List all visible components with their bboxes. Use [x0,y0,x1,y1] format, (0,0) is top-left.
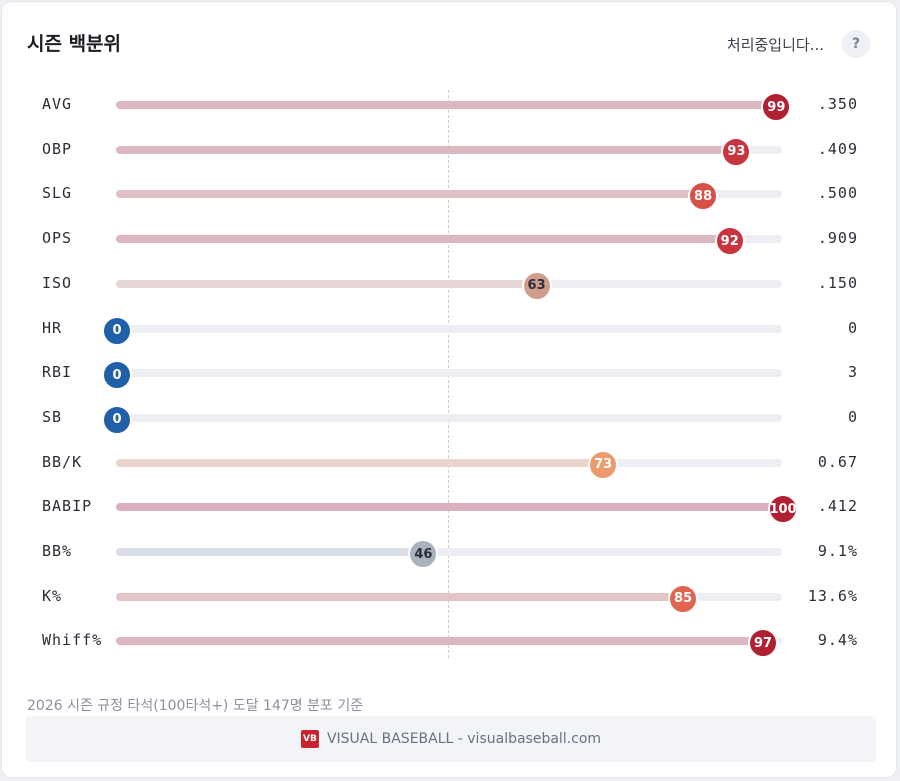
card-title: 시즌 백분위 [27,33,122,55]
percentile-fill [116,503,782,512]
stat-label: AVG [42,95,73,113]
percentile-badge[interactable]: 63 [521,270,552,301]
stat-value: .350 [817,95,858,113]
percentile-badge[interactable]: 0 [102,404,132,435]
percentile-fill [116,145,736,154]
stat-label: K% [42,586,63,605]
percentile-track: 93 [116,136,782,167]
stat-label: SLG [42,184,73,203]
stat-row: SB 0 0 [2,402,898,435]
stat-label: BABIP [42,497,93,516]
stat-value: 9.4% [817,631,858,650]
stat-value: .909 [817,229,858,248]
percentile-badge[interactable]: 93 [721,136,752,167]
percentile-fill [116,279,536,288]
percentile-track: 100 [116,494,798,525]
stat-row: BABIP 100 .412 [2,491,898,525]
percentile-badge[interactable]: 100 [768,494,798,525]
stat-row: BB/K 73 0.67 [2,447,898,480]
stat-row: ISO 63 .150 [2,268,898,301]
stat-value: 3 [847,363,858,382]
percentile-fill [116,458,603,467]
percentile-fill [116,190,703,199]
stat-label: HR [42,318,63,337]
percentile-fill [116,101,776,109]
percentile-track: 0 [102,315,782,346]
percentile-track: 46 [116,539,782,569]
stat-value: .500 [817,184,858,203]
stat-row: BB% 46 9.1% [2,536,898,569]
percentile-badge[interactable]: 85 [668,583,699,614]
percentile-fill [116,235,729,244]
footnote: 2026 시즌 규정 타석(100타석+) 도달 147명 분포 기준 [27,698,364,714]
help-button[interactable]: ? [842,30,870,58]
stat-value: 9.1% [817,542,858,560]
brand-bar[interactable]: VB VISUAL BASEBALL - visualbaseball.com [26,716,876,762]
percentile-track: 0 [102,404,782,435]
stat-value: 0 [847,407,858,426]
percentile-track: 92 [116,226,782,257]
stat-value: 0.67 [817,452,858,471]
stat-label: OPS [42,229,73,248]
brand-text: VISUAL BASEBALL - visualbaseball.com [326,731,602,747]
percentile-badge[interactable]: 73 [588,449,619,480]
stat-row: Whiff% 97 9.4% [2,625,898,659]
percentile-fill [116,548,423,556]
stat-value: 0 [847,318,858,337]
percentile-badge[interactable]: 0 [102,360,132,391]
stat-row: SLG 88 .500 [2,178,898,212]
processing-status: 처리중입니다... [726,36,824,54]
stat-row: HR 0 0 [2,313,898,346]
stat-value: .409 [817,139,858,158]
stat-value: .412 [817,497,858,516]
percentile-fill [116,637,763,646]
stat-row: OBP 93 .409 [2,134,898,167]
percentile-track: 88 [116,181,782,212]
percentile-track: 97 [116,628,782,659]
percentile-badge[interactable]: 0 [102,315,132,346]
stat-label: SB [42,407,63,426]
stat-row: K% 85 13.6% [2,581,898,614]
percentile-track: 85 [116,583,782,614]
percentile-badge[interactable]: 88 [688,181,719,212]
stat-value: .150 [817,273,858,292]
percentile-track: 73 [116,449,782,480]
percentile-badge[interactable]: 99 [761,92,792,122]
percentile-badge[interactable]: 97 [748,628,779,659]
stat-row: AVG 99 .350 [2,89,898,122]
stat-label: RBI [42,363,73,382]
stat-label: BB/K [42,452,83,471]
stat-label: Whiff% [42,631,103,650]
percentile-badge[interactable]: 92 [714,226,745,257]
brand-logo-icon: VB [300,730,319,748]
percentile-fill [116,592,683,601]
percentile-badge[interactable]: 46 [408,539,439,569]
stat-label: ISO [42,273,73,292]
stat-row: RBI 0 3 [2,357,898,391]
stat-label: BB% [42,542,73,560]
percentile-track: 0 [102,360,782,391]
percentile-track: 63 [116,270,782,301]
stat-label: OBP [42,139,73,158]
percentile-track: 99 [116,92,792,122]
stat-row: OPS 92 .909 [2,223,898,257]
stat-value: 13.6% [807,586,858,605]
